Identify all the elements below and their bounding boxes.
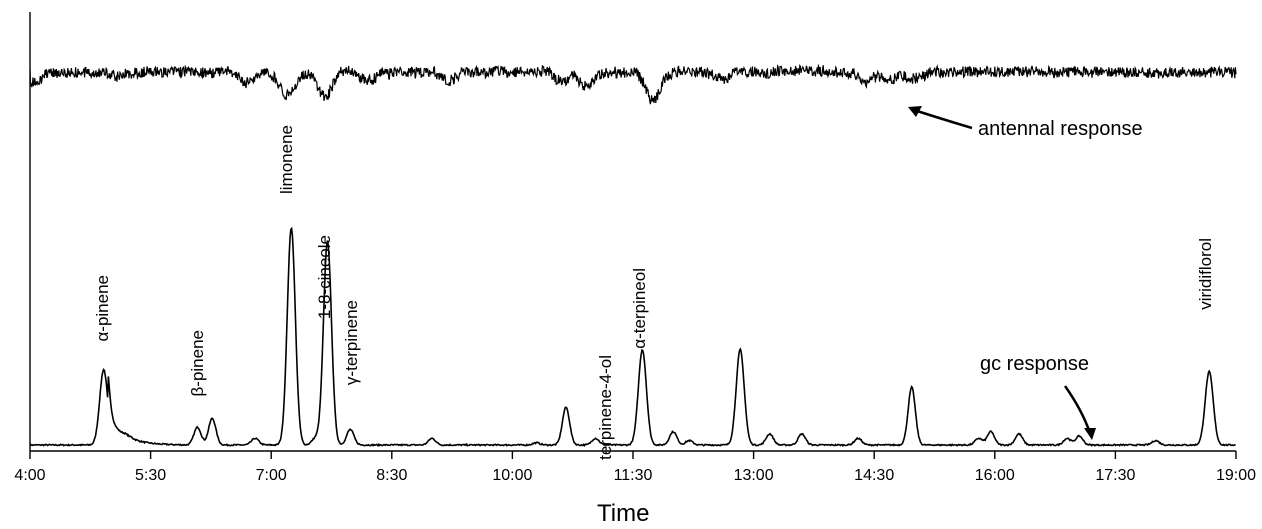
gc-response-line [29,226,1236,448]
x-tick-label: 17:30 [1095,467,1135,484]
antennal-arrow [913,108,973,130]
x-tick-label: 4:00 [14,467,45,484]
gc-arrow [1063,385,1092,434]
x-tick-label: 19:00 [1216,467,1256,484]
peak-label: α-pinene [93,275,112,342]
peak-label: limonene [277,125,296,194]
antennal-response-label: antennal response [978,118,1143,140]
antennal-response-line [29,63,1237,105]
peak-label: viridiflorol [1196,238,1215,310]
peak-label: 1-8-cineole [315,235,334,319]
peak-labels: α-pinene β-pinene limonene 1-8-cineole γ-ter… [93,125,1215,460]
x-tick-label: 5:30 [135,467,166,484]
antennal-arrowhead [908,106,922,117]
x-axis-title: Time [597,500,649,527]
x-ticks: 4:00 5:30 7:00 8:30 10:00 11:30 13:00 14:30 16:0… [14,451,1256,484]
peak-label: β-pinene [188,330,207,397]
x-tick-label: 7:00 [256,467,287,484]
peak-label: α-terpineol [630,268,649,349]
x-tick-label: 13:00 [734,467,774,484]
gc-response-label: gc response [980,353,1089,375]
peak-label: γ-terpinene [342,300,361,385]
gc-arrowhead [1084,428,1096,440]
peak-label: terpinene-4-ol [596,355,615,460]
x-tick-label: 8:30 [376,467,407,484]
axes [29,12,1236,452]
x-tick-label: 11:30 [614,467,653,484]
x-tick-label: 16:00 [975,467,1015,484]
x-tick-label: 14:30 [854,467,894,484]
x-tick-label: 10:00 [492,467,532,484]
